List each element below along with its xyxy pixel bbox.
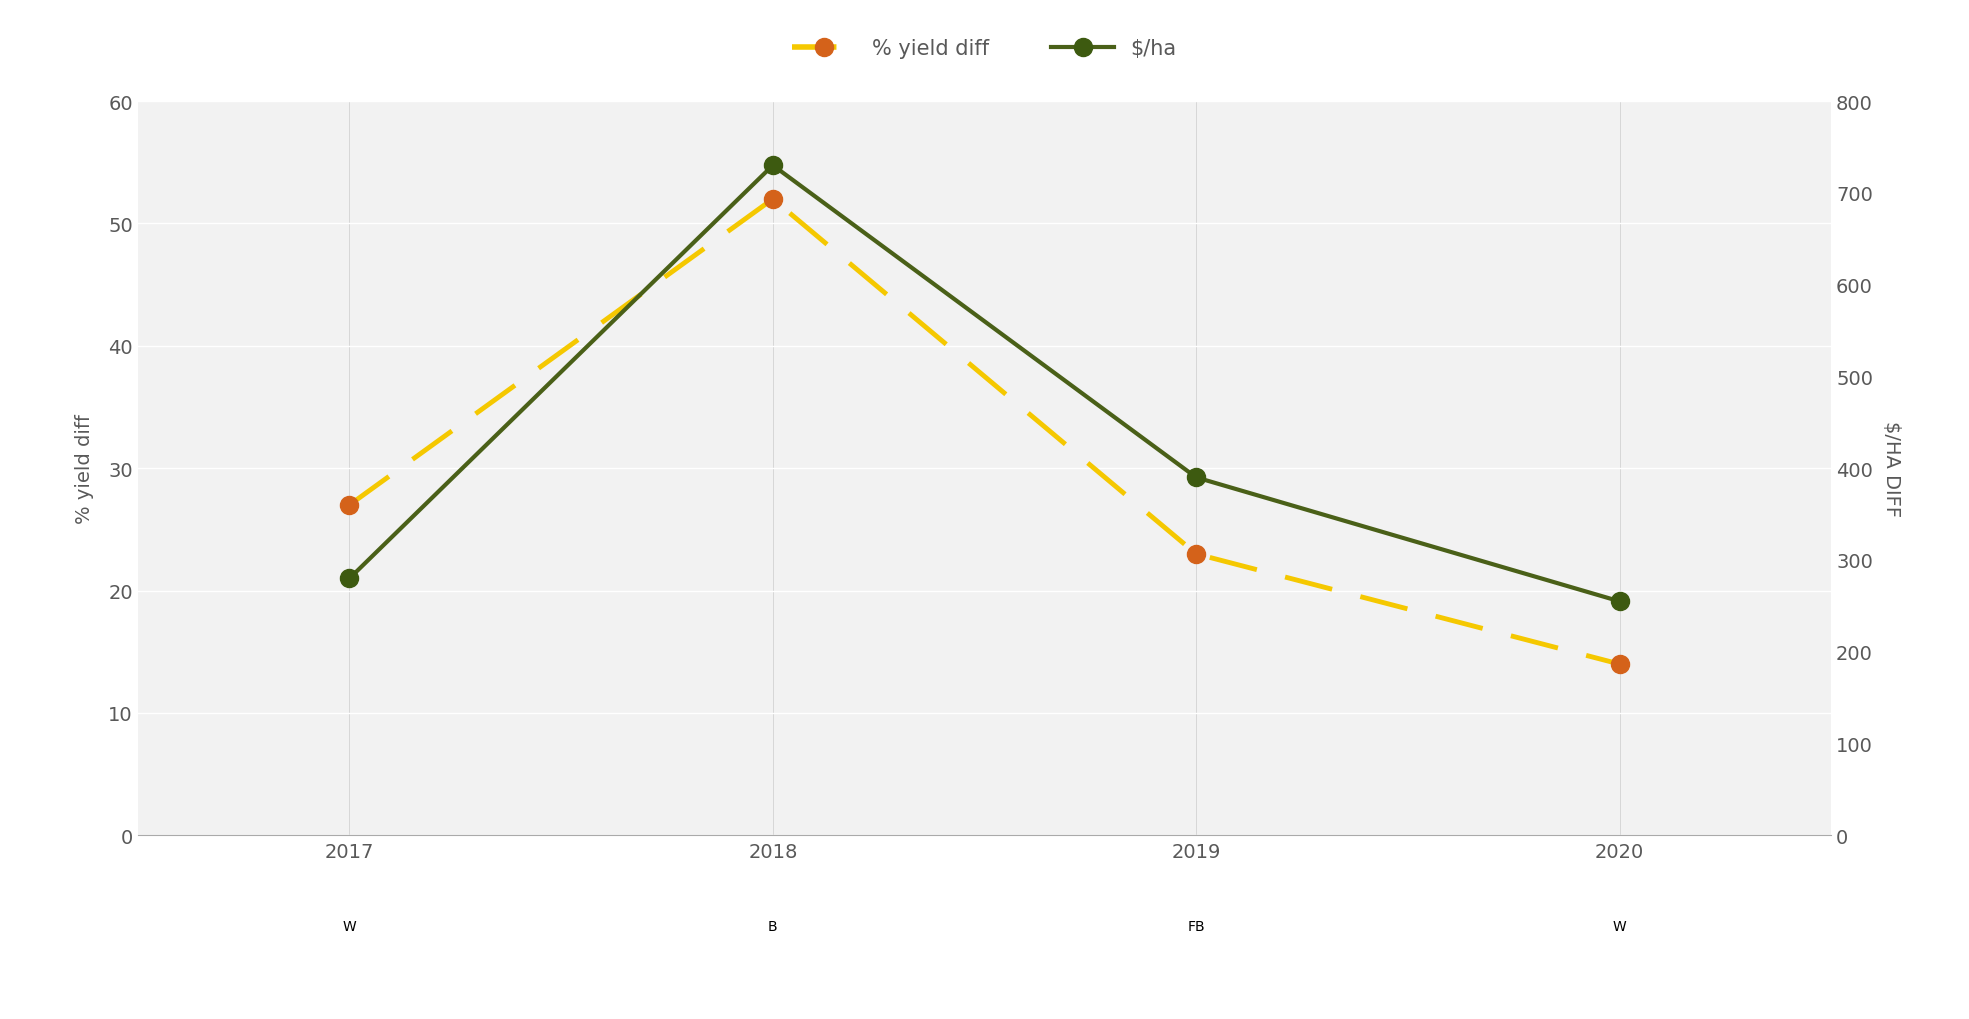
Y-axis label: % yield diff: % yield diff xyxy=(75,414,95,524)
Line: $/ha: $/ha xyxy=(341,157,1628,610)
Y-axis label: $/HA DIFF: $/HA DIFF xyxy=(1882,421,1900,517)
$/ha xyxy=(339,573,362,585)
Line: % yield diff: % yield diff xyxy=(341,191,1628,674)
$/ha xyxy=(1609,595,1632,607)
% yield diff xyxy=(762,194,786,206)
% yield diff xyxy=(339,499,362,512)
Legend: % yield diff, $/ha: % yield diff, $/ha xyxy=(792,39,1177,59)
% yield diff xyxy=(1609,658,1632,671)
$/ha xyxy=(762,160,786,172)
$/ha xyxy=(1185,472,1209,484)
% yield diff xyxy=(1185,548,1209,560)
